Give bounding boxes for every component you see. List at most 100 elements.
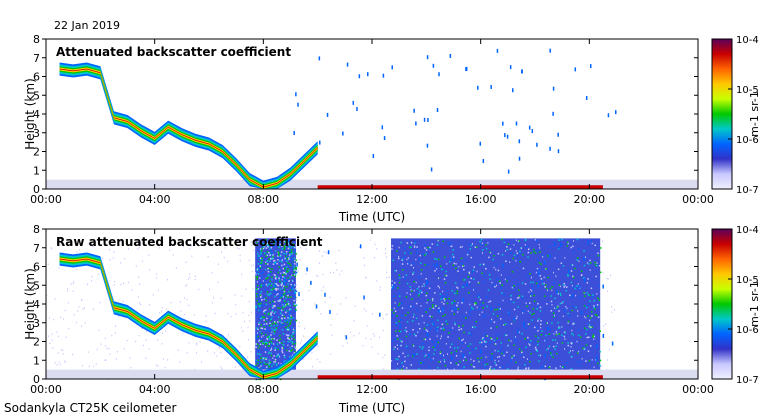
noise-speck bbox=[425, 277, 427, 280]
colorbar-tick-label: 10-5 bbox=[736, 275, 759, 286]
noise-speck bbox=[463, 284, 465, 286]
noise-speck bbox=[519, 250, 521, 253]
x-tick-label: 00:00 bbox=[30, 383, 62, 396]
noise-speck bbox=[489, 278, 491, 280]
noise-speck bbox=[270, 318, 273, 320]
noise-speck bbox=[487, 335, 489, 337]
noise-speck bbox=[272, 256, 275, 258]
noise-speck bbox=[524, 364, 526, 366]
noise-speck bbox=[269, 267, 271, 270]
noise-speck bbox=[276, 284, 279, 286]
noise-speck bbox=[270, 312, 272, 314]
x-tick-label: 00:00 bbox=[682, 383, 714, 396]
noise-speck bbox=[562, 284, 565, 286]
noise-speck bbox=[428, 349, 430, 352]
noise-speck bbox=[270, 284, 272, 287]
noise-speck bbox=[429, 315, 431, 318]
noise-speck bbox=[424, 338, 427, 341]
noise-speck bbox=[572, 264, 574, 267]
signal-speck bbox=[583, 278, 586, 283]
noise-speck bbox=[279, 307, 281, 310]
noise-speck bbox=[572, 323, 574, 326]
noise-speck bbox=[261, 271, 264, 273]
noise-speck bbox=[265, 357, 268, 360]
noise-speck bbox=[353, 334, 355, 337]
noise-speck bbox=[267, 352, 270, 355]
noise-speck bbox=[403, 256, 405, 258]
noise-speck bbox=[537, 281, 540, 283]
noise-speck bbox=[567, 275, 569, 277]
noise-speck bbox=[283, 315, 286, 318]
noise-speck bbox=[64, 361, 66, 363]
noise-speck bbox=[73, 314, 75, 316]
signal-speck bbox=[342, 131, 344, 136]
noise-speck bbox=[256, 276, 259, 278]
noise-speck bbox=[266, 277, 269, 279]
noise-speck bbox=[46, 294, 48, 296]
noise-speck bbox=[292, 317, 295, 319]
signal-speck bbox=[426, 55, 429, 60]
noise-speck bbox=[290, 316, 293, 318]
noise-speck bbox=[398, 274, 401, 276]
noise-speck bbox=[499, 318, 502, 320]
noise-speck bbox=[393, 307, 395, 310]
noise-speck bbox=[485, 345, 487, 348]
noise-speck bbox=[335, 262, 337, 265]
noise-speck bbox=[47, 263, 49, 265]
noise-speck bbox=[268, 258, 270, 260]
noise-speck bbox=[276, 339, 278, 341]
noise-speck bbox=[454, 282, 457, 284]
noise-speck bbox=[463, 331, 465, 334]
noise-speck bbox=[593, 335, 596, 338]
noise-speck bbox=[607, 290, 609, 292]
noise-speck bbox=[402, 276, 404, 278]
noise-speck bbox=[517, 283, 519, 285]
noise-speck bbox=[283, 340, 285, 343]
noise-speck bbox=[267, 345, 270, 347]
low-layer bbox=[317, 185, 603, 189]
noise-speck bbox=[539, 275, 541, 277]
noise-speck bbox=[455, 263, 457, 265]
noise-speck bbox=[454, 323, 456, 326]
noise-speck bbox=[407, 257, 409, 259]
noise-speck bbox=[118, 315, 120, 318]
noise-speck bbox=[260, 264, 262, 266]
noise-speck bbox=[491, 352, 493, 355]
noise-speck bbox=[531, 319, 533, 321]
noise-speck bbox=[263, 246, 266, 248]
noise-speck bbox=[288, 256, 291, 259]
noise-speck bbox=[486, 305, 488, 308]
noise-speck bbox=[580, 270, 583, 273]
noise-speck bbox=[401, 302, 403, 304]
noise-speck bbox=[583, 348, 585, 351]
noise-speck bbox=[280, 342, 283, 344]
noise-speck bbox=[526, 305, 528, 308]
noise-speck bbox=[140, 242, 142, 245]
noise-speck bbox=[266, 291, 269, 293]
noise-speck bbox=[394, 337, 396, 340]
noise-speck bbox=[281, 350, 283, 352]
noise-speck bbox=[277, 353, 279, 356]
noise-speck bbox=[145, 338, 147, 341]
noise-speck bbox=[597, 254, 600, 257]
noise-speck bbox=[258, 266, 260, 269]
noise-speck bbox=[280, 283, 283, 286]
noise-speck bbox=[82, 364, 84, 367]
noise-speck bbox=[401, 269, 404, 271]
noise-speck bbox=[48, 335, 50, 337]
noise-speck bbox=[522, 267, 525, 270]
noise-speck bbox=[515, 250, 517, 252]
noise-speck bbox=[372, 333, 374, 335]
noise-speck bbox=[259, 378, 261, 381]
noise-speck bbox=[179, 361, 181, 364]
noise-speck bbox=[412, 355, 414, 358]
noise-speck bbox=[465, 359, 467, 361]
signal-speck bbox=[567, 269, 570, 274]
noise-speck bbox=[426, 324, 429, 326]
noise-speck bbox=[585, 306, 588, 309]
noise-speck bbox=[284, 247, 286, 249]
signal-speck bbox=[367, 72, 369, 77]
signal-speck bbox=[549, 146, 551, 151]
noise-speck bbox=[262, 358, 264, 361]
